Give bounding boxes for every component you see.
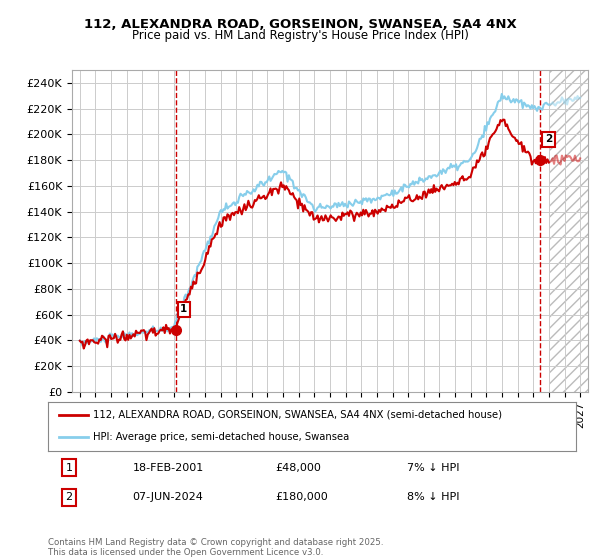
Text: 1: 1 bbox=[180, 304, 187, 314]
Text: 8% ↓ HPI: 8% ↓ HPI bbox=[407, 492, 460, 502]
Text: 18-FEB-2001: 18-FEB-2001 bbox=[133, 463, 204, 473]
Text: 1: 1 bbox=[65, 463, 73, 473]
Text: £180,000: £180,000 bbox=[275, 492, 328, 502]
Text: 07-JUN-2024: 07-JUN-2024 bbox=[133, 492, 203, 502]
Text: HPI: Average price, semi-detached house, Swansea: HPI: Average price, semi-detached house,… bbox=[93, 432, 349, 442]
Text: 7% ↓ HPI: 7% ↓ HPI bbox=[407, 463, 460, 473]
Text: £48,000: £48,000 bbox=[275, 463, 321, 473]
Text: 112, ALEXANDRA ROAD, GORSEINON, SWANSEA, SA4 4NX: 112, ALEXANDRA ROAD, GORSEINON, SWANSEA,… bbox=[83, 18, 517, 31]
Text: 112, ALEXANDRA ROAD, GORSEINON, SWANSEA, SA4 4NX (semi-detached house): 112, ALEXANDRA ROAD, GORSEINON, SWANSEA,… bbox=[93, 410, 502, 420]
Text: Contains HM Land Registry data © Crown copyright and database right 2025.
This d: Contains HM Land Registry data © Crown c… bbox=[48, 538, 383, 557]
Text: 2: 2 bbox=[65, 492, 73, 502]
Text: Price paid vs. HM Land Registry's House Price Index (HPI): Price paid vs. HM Land Registry's House … bbox=[131, 29, 469, 42]
Text: 2: 2 bbox=[545, 134, 552, 144]
